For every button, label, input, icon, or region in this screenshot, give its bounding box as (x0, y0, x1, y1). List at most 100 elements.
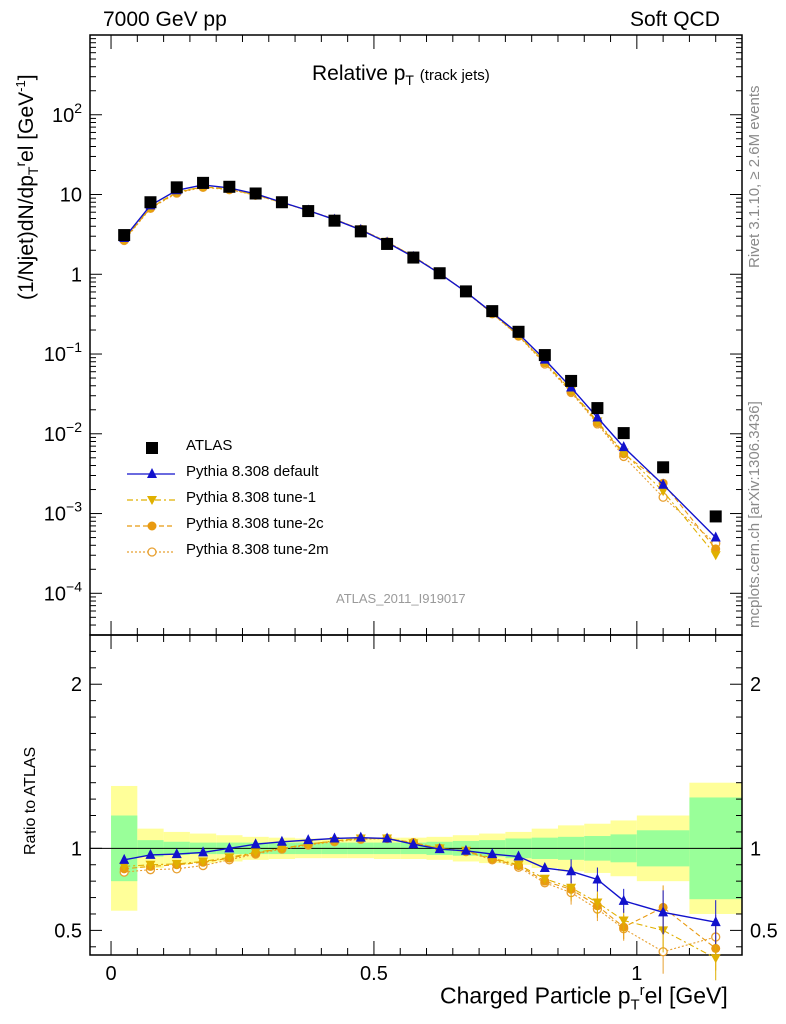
ratio-point-default (408, 838, 419, 849)
tick-exponent: −1 (66, 339, 82, 355)
ratio-point-tune1 (145, 860, 156, 870)
main-point-atlas (591, 402, 604, 415)
legend-marker-tune2c (147, 521, 157, 531)
ratio-point-default (658, 906, 669, 917)
ratio-y-tick-label-right: 0.5 (750, 920, 778, 942)
ratio-point-tune1 (224, 853, 235, 863)
ratio-series-line-default (124, 836, 716, 923)
legend-label-atlas: ATLAS (186, 437, 233, 454)
ratio-point-default (224, 842, 235, 853)
ratio-series-line-tune2c (124, 837, 717, 949)
ratio-point-tune1 (276, 844, 287, 854)
xlabel-part-3: r (639, 982, 645, 999)
main-series-line-tune2m (123, 186, 717, 545)
legend-marker-atlas (146, 442, 158, 454)
legend-label-tune2c: Pythia 8.308 tune-2c (186, 515, 324, 532)
tick-base: 10 (44, 504, 66, 526)
ylabel-part-4: el [GeV (15, 91, 38, 162)
ratio-point-tune1 (539, 874, 550, 884)
ratio-x-tick-label: 0 (105, 963, 116, 985)
legend-marker-tune1 (147, 496, 157, 505)
ratio-point-default (276, 835, 287, 846)
ratio-point-default (250, 838, 261, 849)
ratio-point-tune1 (618, 916, 629, 926)
main-point-atlas (512, 325, 525, 338)
tick-base: 10 (60, 185, 82, 207)
ratio-y-tick-label-right: 1 (750, 838, 761, 860)
x-axis-label: Charged Particle pTrel [GeV] (440, 982, 728, 1013)
tick-base: 1 (71, 264, 82, 286)
ylabel-part-1: (1/Njet)dN/dp (15, 175, 38, 300)
ratio-point-default (487, 848, 498, 859)
ratio-y-tick-label-left: 1 (71, 838, 82, 860)
ratio-point-default (592, 873, 603, 884)
main-point-atlas (170, 181, 183, 194)
ylabel-part-5: -1 (13, 80, 28, 92)
main-point-atlas (223, 180, 236, 193)
main-y-tick-label: 102 (52, 100, 82, 127)
main-point-atlas (144, 196, 157, 209)
legend-label-tune1: Pythia 8.308 tune-1 (186, 489, 317, 506)
ratio-y-tick-label-left: 2 (71, 674, 82, 696)
main-point-tune2c (711, 544, 721, 554)
main-point-atlas (118, 229, 131, 242)
ratio-point-default (566, 865, 577, 876)
main-point-atlas (249, 187, 262, 200)
ratio-point-default (618, 894, 629, 905)
ratio-x-tick-label: 0.5 (360, 963, 388, 985)
tick-exponent: −4 (66, 578, 82, 594)
ratio-point-default (513, 850, 524, 861)
main-point-tune1 (710, 551, 721, 561)
tick-exponent: 2 (74, 100, 82, 116)
main-point-atlas (538, 349, 551, 362)
legend-label-default: Pythia 8.308 default (186, 463, 319, 480)
main-y-tick-label: 10−4 (44, 578, 82, 605)
main-point-atlas (433, 267, 446, 280)
ylabel-part-6: ] (15, 74, 38, 81)
ratio-point-default (303, 834, 314, 845)
main-y-tick-label: 10−3 (44, 499, 82, 526)
plot-title-extra: (track jets) (419, 67, 490, 84)
main-point-atlas (328, 214, 341, 227)
ratio-point-default (198, 846, 209, 857)
tick-base: 10 (52, 105, 74, 127)
main-y-tick-label: 10 (60, 185, 82, 207)
legend-label-tune2m: Pythia 8.308 tune-2m (186, 541, 329, 558)
plot-title: Relative pT (track jets) (312, 62, 490, 88)
main-point-atlas (275, 196, 288, 209)
ratio-point-default (145, 848, 156, 859)
header-left: 7000 GeV pp (103, 8, 227, 31)
main-point-atlas (565, 374, 578, 387)
tick-exponent: −2 (66, 419, 82, 435)
main-point-atlas (302, 205, 315, 218)
ratio-series-line-tune1 (124, 837, 716, 959)
plot-title-sub: T (405, 72, 414, 89)
ratio-point-tune1 (513, 860, 524, 870)
main-point-default (658, 478, 669, 489)
ratio-point-tune1 (592, 898, 603, 908)
main-point-atlas (486, 305, 499, 318)
ratio-y-tick-label-right: 2 (750, 674, 761, 696)
ratio-frame (89, 634, 743, 956)
main-point-tune1 (658, 487, 669, 497)
xlabel-part-2: T (630, 996, 640, 1014)
ratio-point-tune1 (198, 857, 209, 867)
main-point-atlas (459, 285, 472, 298)
ratio-y-axis-label: Ratio to ATLAS (22, 746, 39, 855)
ratio-y-tick-label-left: 0.5 (54, 920, 82, 942)
ratio-point-default (329, 832, 340, 843)
ratio-point-default (460, 844, 471, 855)
main-point-atlas (617, 427, 630, 440)
main-point-default (592, 411, 603, 422)
ratio-panel: 0 0.5 1 0.5 0.5 1 1 2 2 (54, 634, 778, 985)
xlabel-part-4: el [GeV] (644, 982, 728, 1009)
tick-base: 10 (44, 424, 66, 446)
main-y-tick-label: 10−2 (44, 419, 82, 446)
tick-base: 10 (44, 344, 66, 366)
mcplots-label: mcplots.cern.ch [arXiv:1306.3436] (746, 401, 763, 628)
tick-base: 10 (44, 583, 66, 605)
main-point-atlas (381, 237, 394, 250)
header-right: Soft QCD (630, 8, 720, 31)
ratio-point-default (171, 848, 182, 859)
analysis-watermark: ATLAS_2011_I919017 (336, 591, 466, 606)
